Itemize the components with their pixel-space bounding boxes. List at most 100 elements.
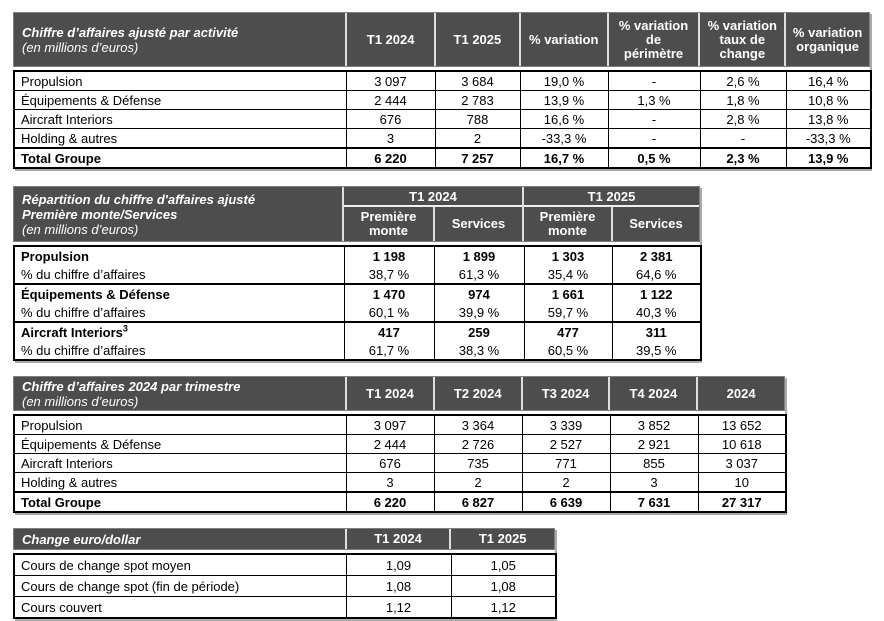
value-cell: 2 381 — [611, 246, 702, 265]
value-cell: 3 364 — [433, 414, 523, 435]
value-cell: 2,6 % — [699, 70, 787, 91]
value-cell: 1,3 % — [607, 90, 701, 110]
value-cell: 16,6 % — [519, 109, 609, 129]
value-cell: 60,5 % — [523, 341, 613, 360]
value-cell: 7 631 — [609, 491, 699, 513]
value-cell: 2 — [434, 128, 521, 149]
value-cell: 13,9 % — [519, 90, 609, 110]
table-header: Chiffre d’affaires ajusté par activité (e… — [13, 12, 870, 67]
value-cell: 771 — [521, 453, 611, 473]
header-data-gap — [13, 550, 555, 553]
value-cell: 2 726 — [433, 434, 523, 454]
value-cell: 39,9 % — [433, 303, 525, 322]
column-header: % variation taux de change — [698, 13, 784, 66]
value-cell: 40,3 % — [611, 303, 702, 322]
table-title: Change euro/dollar — [22, 531, 141, 547]
table-row: Aircraft Interiors 676 735 771 855 3 037 — [13, 453, 787, 473]
value-cell: 1,09 — [345, 553, 452, 576]
table-row: % du chiffre d’affaires 61,7 % 38,3 % 60,5 … — [13, 341, 702, 360]
table-title-cell: Répartition du chiffre d'affaires ajusté… — [14, 187, 342, 241]
column-header: T1 2024 — [345, 13, 434, 66]
value-cell: 3 037 — [697, 453, 787, 473]
value-cell: 974 — [433, 283, 525, 303]
value-cell: 1,08 — [345, 575, 452, 597]
value-cell: 676 — [345, 109, 436, 129]
value-cell: 38,7 % — [343, 265, 435, 284]
table-row: Aircraft Interiors 676 788 16,6 % -2,8 % 13,8… — [13, 109, 872, 129]
value-cell: -33,3 % — [785, 128, 872, 149]
row-label: Équipements & Défense — [13, 283, 345, 303]
value-cell: 27 317 — [697, 491, 787, 513]
column-header: % variation de périmètre — [606, 13, 699, 66]
row-label: Équipements & Défense — [13, 434, 347, 454]
value-cell: 2 444 — [345, 434, 435, 454]
column-header: T3 2024 — [520, 377, 609, 410]
value-cell: 13,9 % — [785, 147, 872, 169]
value-cell: 1 198 — [343, 246, 435, 265]
value-cell: 311 — [611, 321, 702, 341]
table-row: % du chiffre d’affaires 60,1 % 39,9 % 59,7 … — [13, 303, 702, 322]
value-cell: 16,7 % — [519, 147, 609, 169]
value-cell: 2 527 — [521, 434, 611, 454]
column-header: Première monte — [539, 209, 596, 238]
value-cell: - — [699, 128, 787, 149]
column-header: Services — [611, 207, 699, 241]
data-grid: Propulsion 3 097 3 364 3 339 3 852 13 652 Équi… — [13, 414, 787, 513]
row-label: Propulsion — [13, 414, 347, 435]
value-cell: 259 — [433, 321, 525, 341]
column-header: T1 2024 — [345, 377, 433, 410]
value-cell: - — [607, 109, 701, 129]
value-cell: 735 — [433, 453, 523, 473]
header-group: T1 2025 Première monte Services — [522, 187, 699, 241]
value-cell: -33,3 % — [519, 128, 609, 149]
column-header: Première monte — [360, 209, 417, 238]
value-cell: 64,6 % — [611, 265, 702, 284]
table-header: Chiffre d’affaires 2024 par trimestre (en… — [13, 376, 785, 411]
table-subtitle: (en millions d’euros) — [22, 39, 139, 55]
header-group: T1 2024 Première monte Services — [342, 187, 522, 241]
value-cell: - — [607, 128, 701, 149]
row-label: Holding & autres — [13, 128, 347, 149]
value-cell: 19,0 % — [519, 70, 609, 91]
column-header: Services — [432, 207, 522, 241]
table-oe-services-split: Répartition du chiffre d'affaires ajusté… — [13, 186, 702, 361]
value-cell: 1 122 — [611, 283, 702, 303]
row-label: Total Groupe — [13, 147, 347, 169]
row-label-text: Aircraft Interiors — [21, 324, 123, 340]
value-cell: 3 339 — [521, 414, 611, 435]
table-eur-usd-exchange: Change euro/dollar T1 2024 T1 2025 Cours de… — [13, 528, 557, 619]
value-cell: 6 220 — [345, 491, 435, 513]
table-header: Change euro/dollar T1 2024 T1 2025 — [13, 528, 555, 550]
value-cell: 2 444 — [345, 90, 436, 110]
table-row: Aircraft Interiors3 417 259 477 311 — [13, 321, 702, 341]
value-cell: 2,8 % — [699, 109, 787, 129]
table-row: Total Groupe 6 220 7 257 16,7 % 0,5 % 2,3 % 13… — [13, 147, 872, 169]
row-label: Propulsion — [13, 70, 347, 91]
value-cell: 7 257 — [434, 147, 521, 169]
row-label: Cours de change spot moyen — [13, 553, 347, 576]
data-grid: Propulsion 3 097 3 684 19,0 % -2,6 % 16,4 % Éq… — [13, 70, 872, 169]
column-header: 2024 — [696, 377, 784, 410]
value-cell: 3 684 — [434, 70, 521, 91]
value-cell: 16,4 % — [785, 70, 872, 91]
table-row: Équipements & Défense 1 470 974 1 661 1 122 — [13, 283, 702, 303]
row-label: Équipements & Défense — [13, 90, 347, 110]
column-header: % variation organique — [784, 13, 869, 66]
value-cell: 3 852 — [609, 414, 699, 435]
table-row: Propulsion 3 097 3 684 19,0 % -2,6 % 16,4 % — [13, 70, 872, 91]
table-row: Cours couvert 1,12 1,12 — [13, 596, 557, 619]
table-row: Propulsion 1 198 1 899 1 303 2 381 — [13, 246, 702, 265]
column-header: % variation — [518, 13, 607, 66]
value-cell: 788 — [434, 109, 521, 129]
row-label: % du chiffre d’affaires — [13, 341, 345, 360]
header-data-gap — [13, 411, 785, 414]
row-label: Holding & autres — [13, 472, 347, 493]
value-cell: 38,3 % — [433, 341, 525, 360]
column-header: T2 2024 — [432, 377, 521, 410]
value-cell: 2 — [521, 472, 611, 493]
value-cell: 2,3 % — [699, 147, 787, 169]
table-title-cell: Chiffre d’affaires ajusté par activité (e… — [14, 13, 345, 66]
table-row: Holding & autres 3 2 2 3 10 — [13, 472, 787, 493]
row-label: Aircraft Interiors — [13, 453, 347, 473]
